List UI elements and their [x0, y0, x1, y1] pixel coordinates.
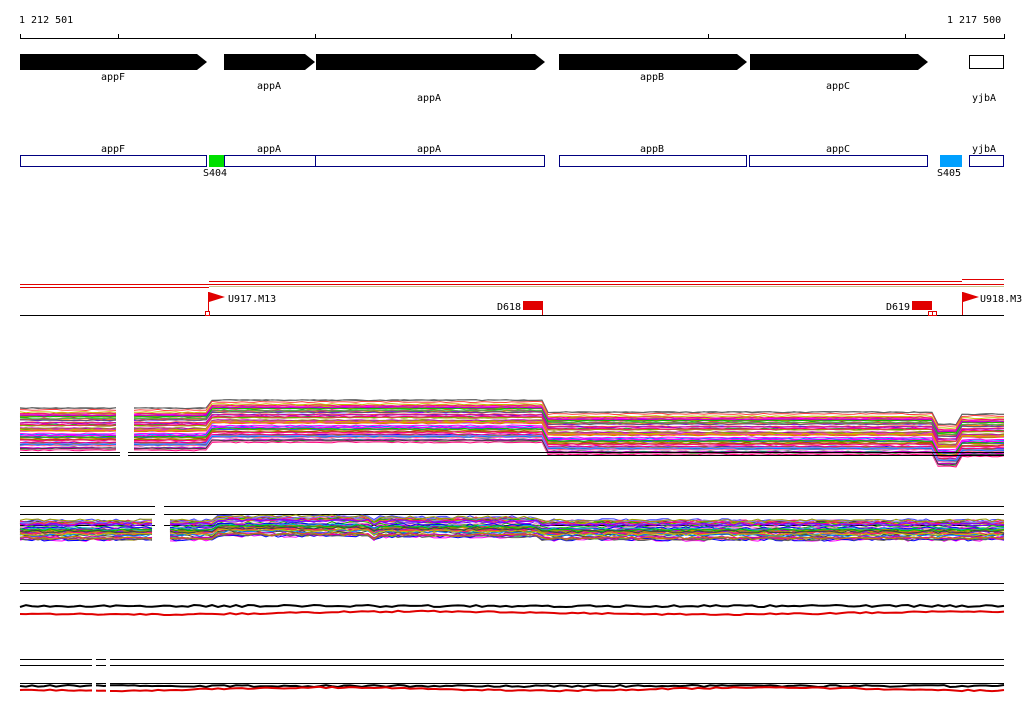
coordinate-ruler: 1 212 501 1 217 500	[19, 15, 1005, 39]
coverage-line-red	[19, 609, 1005, 616]
gene-arrow-yjba[interactable]	[969, 55, 1004, 69]
feature-s405[interactable]	[940, 155, 962, 167]
coverage-line	[19, 434, 1005, 461]
gene-box-appc[interactable]	[749, 155, 928, 167]
coverage-line	[19, 514, 1005, 523]
gene-arrow-appb[interactable]	[559, 54, 747, 70]
coverage-line	[19, 413, 1005, 440]
coverage-line	[19, 403, 1005, 429]
gene-arrow-label-appc: appC	[826, 81, 850, 92]
gene-box-appa-1[interactable]	[224, 155, 316, 167]
coverage-line	[19, 415, 1005, 442]
flag-u917-m13-icon	[209, 292, 225, 302]
coverage-line	[20, 410, 1004, 437]
flag-label-u917-m13: U917.M13	[228, 294, 276, 305]
coverage-line-black	[19, 603, 1005, 609]
coverage-track-3	[19, 583, 1005, 616]
coverage-line	[19, 528, 1005, 537]
coverage-line	[19, 531, 1005, 540]
gene-box-appb[interactable]	[559, 155, 747, 167]
coverage-line	[19, 427, 1005, 454]
coverage-line	[19, 426, 1005, 453]
gene-arrow-label-appa-2: appA	[417, 93, 441, 104]
coverage-gap	[92, 655, 96, 695]
coverage-line	[19, 421, 1005, 448]
flag-u918-m3-icon	[963, 292, 979, 302]
coverage-line	[19, 428, 1005, 456]
gene-arrow-appc[interactable]	[750, 54, 928, 70]
gene-box-label-appa-2: appA	[417, 144, 441, 155]
gene-box-track: appF appA appA appB appC yjbA S404 S405	[20, 144, 1004, 179]
segment-label-d618: D618	[497, 302, 521, 313]
gene-arrow-appa-2[interactable]	[316, 54, 545, 70]
feature-label-s404: S404	[203, 168, 227, 179]
gene-arrow-track: appF appA appA appB appC yjbA	[20, 54, 1004, 104]
coverage-line	[19, 409, 1005, 436]
coverage-line	[19, 424, 1004, 451]
gene-arrow-appf[interactable]	[20, 54, 207, 70]
flag-track: U917.M13 U918.M3 D618 D619	[20, 279, 1022, 316]
coverage-track-4	[19, 655, 1005, 695]
gene-box-label-appa-1: appA	[257, 144, 281, 155]
ruler-end-label: 1 217 500	[947, 15, 1001, 26]
ruler-start-label: 1 212 501	[19, 15, 73, 26]
coverage-line	[19, 525, 1005, 534]
coverage-line	[19, 400, 1004, 427]
gene-arrow-label-appa-1: appA	[257, 81, 281, 92]
coverage-gap	[155, 500, 164, 545]
segment-label-d619: D619	[886, 302, 910, 313]
coverage-track-1	[19, 399, 1005, 468]
gene-box-appa-2[interactable]	[315, 155, 545, 167]
segment-d619[interactable]	[912, 301, 937, 316]
gene-arrow-label-yjba: yjbA	[972, 93, 996, 104]
feature-label-s405: S405	[937, 168, 961, 179]
gene-box-label-yjba: yjbA	[972, 144, 996, 155]
segment-d618[interactable]	[523, 301, 543, 315]
coverage-line-black	[19, 683, 1005, 689]
coverage-line	[19, 523, 1005, 532]
coverage-line	[19, 399, 1005, 426]
coverage-line	[19, 414, 1005, 441]
coverage-gap	[120, 400, 128, 460]
coverage-track-2	[19, 500, 1005, 545]
coverage-line	[20, 406, 1005, 433]
ruler-ticks	[20, 34, 1005, 39]
coverage-line	[19, 436, 1005, 463]
gene-arrow-label-appb: appB	[640, 72, 664, 83]
coverage-line	[19, 432, 1005, 460]
gene-arrow-label-appf: appF	[101, 72, 125, 83]
flag-label-u918-m3: U918.M3	[980, 294, 1022, 305]
coverage-gap	[106, 655, 110, 695]
gene-box-yjba[interactable]	[969, 155, 1004, 167]
gene-box-label-appb: appB	[640, 144, 664, 155]
coverage-line	[19, 518, 1005, 527]
feature-s404[interactable]	[209, 155, 224, 167]
coverage-line-red	[19, 685, 1005, 693]
gene-arrow-appa-1[interactable]	[224, 54, 315, 70]
flag-u918-m3[interactable]	[962, 292, 980, 315]
gene-box-label-appf: appF	[101, 144, 125, 155]
gene-box-label-appc: appC	[826, 144, 850, 155]
gene-box-appf[interactable]	[20, 155, 207, 167]
coverage-line	[19, 431, 1005, 458]
flag-u917-m13[interactable]	[205, 292, 226, 316]
